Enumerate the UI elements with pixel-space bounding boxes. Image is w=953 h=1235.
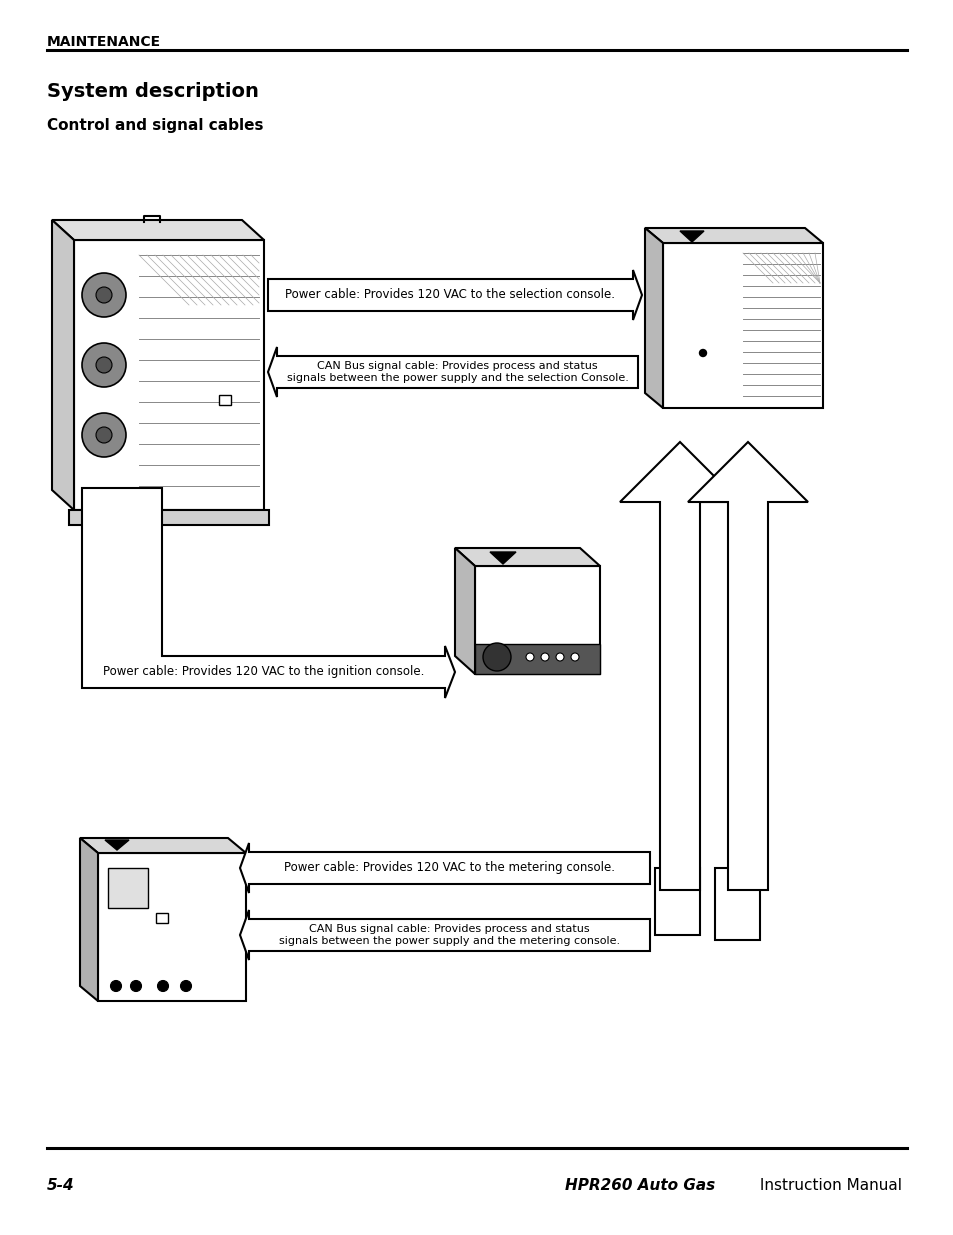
Text: Power cable: Provides 120 VAC to the selection console.: Power cable: Provides 120 VAC to the sel… (285, 289, 615, 301)
Bar (108, 868, 148, 908)
Polygon shape (74, 240, 264, 510)
Circle shape (82, 412, 126, 457)
Polygon shape (98, 853, 246, 1002)
Polygon shape (455, 548, 599, 566)
Circle shape (82, 273, 126, 317)
Polygon shape (80, 839, 98, 1002)
Polygon shape (490, 552, 516, 564)
Polygon shape (52, 220, 264, 240)
Circle shape (556, 653, 563, 661)
Circle shape (540, 653, 548, 661)
Polygon shape (80, 839, 246, 853)
Text: MAINTENANCE: MAINTENANCE (47, 35, 161, 49)
Bar (475, 643, 599, 674)
Polygon shape (105, 840, 129, 850)
Polygon shape (240, 844, 649, 893)
Circle shape (157, 981, 169, 992)
Text: Power cable: Provides 120 VAC to the ignition console.: Power cable: Provides 120 VAC to the ign… (103, 666, 424, 678)
Polygon shape (455, 548, 475, 674)
Polygon shape (268, 270, 641, 320)
Polygon shape (475, 566, 599, 674)
Text: CAN Bus signal cable: Provides process and status
signals between the power supp: CAN Bus signal cable: Provides process a… (286, 361, 628, 383)
Polygon shape (644, 228, 662, 408)
Bar (156, 913, 168, 923)
Polygon shape (687, 442, 807, 890)
Polygon shape (240, 910, 649, 960)
Text: Power cable: Provides 120 VAC to the metering console.: Power cable: Provides 120 VAC to the met… (284, 862, 615, 874)
Circle shape (482, 643, 511, 671)
Polygon shape (69, 510, 269, 525)
Polygon shape (662, 243, 822, 408)
Circle shape (699, 350, 706, 357)
Circle shape (96, 287, 112, 303)
Text: System description: System description (47, 82, 258, 101)
Bar (655, 868, 700, 935)
Text: Control and signal cables: Control and signal cables (47, 119, 263, 133)
Circle shape (96, 427, 112, 443)
Polygon shape (619, 442, 740, 890)
Text: Instruction Manual: Instruction Manual (754, 1178, 901, 1193)
Circle shape (571, 653, 578, 661)
Circle shape (180, 981, 192, 992)
Polygon shape (679, 231, 703, 242)
Text: HPR260 Auto Gas: HPR260 Auto Gas (564, 1178, 715, 1193)
Circle shape (111, 981, 121, 992)
Polygon shape (52, 220, 74, 510)
Circle shape (525, 653, 534, 661)
Polygon shape (82, 488, 455, 698)
Text: CAN Bus signal cable: Provides process and status
signals between the power supp: CAN Bus signal cable: Provides process a… (278, 924, 619, 946)
Circle shape (82, 343, 126, 387)
Polygon shape (644, 228, 822, 243)
Circle shape (96, 357, 112, 373)
Circle shape (131, 981, 141, 992)
Bar (219, 395, 231, 405)
Bar (714, 868, 760, 940)
Polygon shape (268, 347, 638, 396)
Text: 5-4: 5-4 (47, 1178, 74, 1193)
